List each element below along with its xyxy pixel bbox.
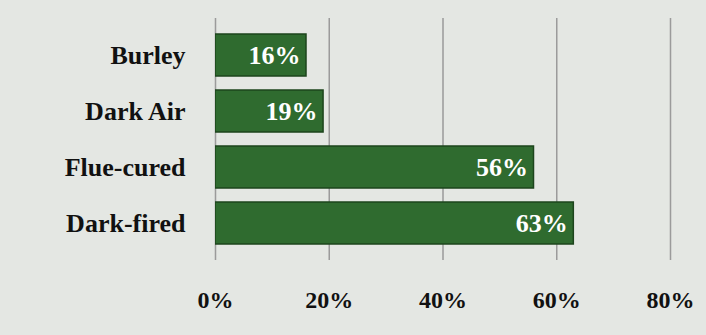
svg-text:20%: 20% — [305, 287, 353, 313]
svg-text:40%: 40% — [419, 287, 467, 313]
svg-text:19%: 19% — [266, 97, 318, 126]
svg-text:56%: 56% — [476, 153, 528, 182]
svg-text:80%: 80% — [647, 287, 695, 313]
svg-text:16%: 16% — [249, 41, 301, 70]
svg-text:0%: 0% — [198, 287, 234, 313]
svg-text:Dark-fired: Dark-fired — [66, 209, 186, 238]
svg-text:Burley: Burley — [110, 41, 185, 70]
svg-text:Flue-cured: Flue-cured — [65, 153, 186, 182]
svg-text:63%: 63% — [516, 209, 568, 238]
svg-text:Dark Air: Dark Air — [85, 97, 185, 126]
svg-text:60%: 60% — [533, 287, 581, 313]
